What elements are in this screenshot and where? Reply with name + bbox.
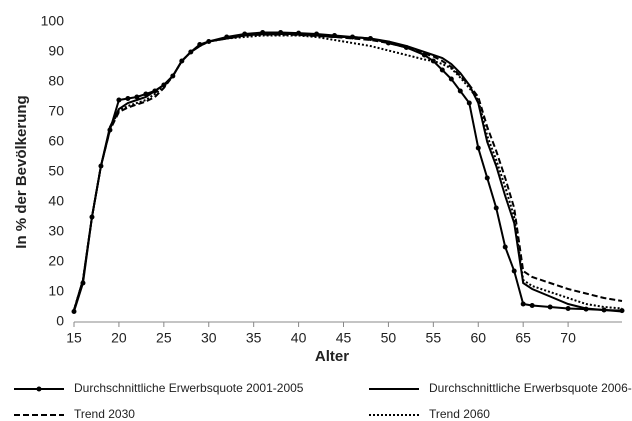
- x-tick-label: 55: [426, 330, 442, 346]
- series-marker: [125, 96, 131, 101]
- series-line: [73, 33, 623, 311]
- series-marker: [565, 306, 571, 311]
- x-tick-label: 25: [156, 330, 172, 346]
- y-tick-label: 40: [48, 193, 64, 209]
- series-marker: [134, 94, 140, 100]
- y-tick-label: 60: [48, 133, 64, 149]
- y-axis-label: In % der Bevölkerung: [13, 95, 30, 248]
- series-marker: [71, 309, 77, 314]
- legend-label: Durchschnittliche Erwerbsquote 2001-2005: [74, 381, 304, 395]
- legend-label: Trend 2030: [74, 407, 135, 421]
- x-tick-label: 65: [515, 330, 531, 346]
- series-marker: [457, 88, 463, 94]
- series-line: [73, 33, 623, 313]
- y-tick-label: 70: [48, 103, 64, 119]
- series-marker: [448, 76, 454, 82]
- legend-label: Durchschnittliche Erwerbsquote 2006-2010: [429, 381, 632, 395]
- series-marker: [475, 145, 481, 151]
- y-tick-label: 80: [48, 73, 64, 89]
- y-tick-label: 100: [41, 13, 65, 29]
- y-tick-label: 10: [48, 283, 64, 299]
- legend-label: Trend 2060: [429, 407, 490, 421]
- y-tick-label: 50: [48, 163, 64, 179]
- x-tick-label: 60: [470, 330, 486, 346]
- legend-marker: [36, 386, 42, 392]
- x-tick-label: 20: [111, 330, 127, 346]
- x-axis-label: Alter: [315, 348, 349, 365]
- series-marker: [547, 304, 553, 310]
- x-tick-label: 15: [66, 330, 82, 346]
- series-marker: [511, 268, 517, 274]
- x-tick-label: 45: [336, 330, 352, 346]
- series-line: [73, 34, 623, 311]
- x-tick-label: 70: [560, 330, 576, 346]
- x-tick-label: 35: [246, 330, 262, 346]
- series-marker: [502, 244, 508, 250]
- x-tick-label: 40: [291, 330, 307, 346]
- y-tick-label: 20: [48, 253, 64, 269]
- x-tick-label: 50: [381, 330, 397, 346]
- series-marker: [466, 100, 472, 106]
- y-tick-label: 30: [48, 223, 64, 239]
- series-marker: [529, 303, 535, 308]
- series-marker: [439, 67, 445, 73]
- y-tick-label: 90: [48, 43, 64, 59]
- series-marker: [116, 97, 122, 103]
- series-marker: [520, 301, 526, 307]
- x-tick-label: 30: [201, 330, 217, 346]
- series-line: [73, 31, 623, 312]
- y-tick-label: 0: [56, 313, 64, 329]
- series-marker: [493, 205, 499, 211]
- series-marker: [484, 175, 490, 181]
